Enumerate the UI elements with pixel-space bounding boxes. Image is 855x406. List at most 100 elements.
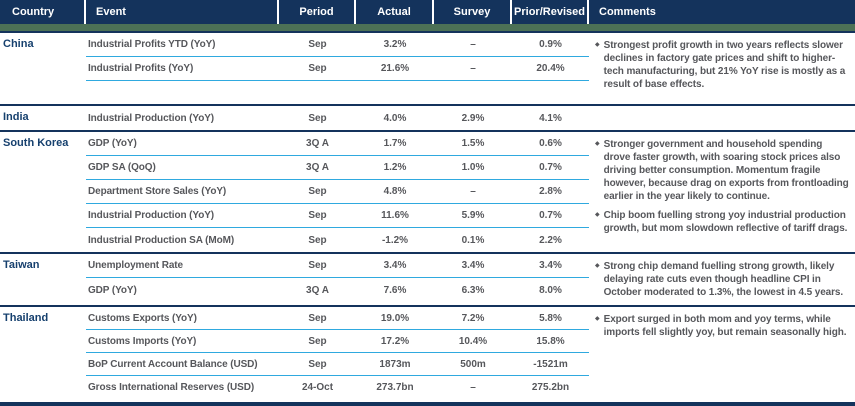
period-cell: Sep xyxy=(308,234,327,246)
comment-text: Strongest profit growth in two years ref… xyxy=(603,40,846,90)
period-cell: 3Q A xyxy=(306,138,329,149)
header-survey: Survey xyxy=(434,0,512,24)
actual-cell: -1.2% xyxy=(381,234,409,246)
period-cell: Sep xyxy=(308,63,327,74)
comment-item: ◆ Export surged in both mom and yoy terms… xyxy=(595,313,851,339)
section-rows: Unemployment Rate Sep 3.4% 3.4% 3.4% GDP (YoY… xyxy=(86,254,589,302)
comments-cell: ◆ Stronger government and household spend… xyxy=(589,132,855,252)
country-label: Taiwan xyxy=(3,259,40,271)
bullet-icon: ◆ xyxy=(595,42,600,48)
comments-cell: ◆ Export surged in both mom and yoy terms… xyxy=(589,307,855,399)
country-label: India xyxy=(3,111,29,123)
survey-cell: – xyxy=(470,39,476,50)
section-rows: GDP (YoY) 3Q A 1.7% 1.5% 0.6% GDP SA (QoQ) 3Q … xyxy=(86,132,589,252)
prior-revised-cell: 8.0% xyxy=(539,284,562,296)
table-row: Industrial Production (YoY) Sep 4.0% 2.9% 4.… xyxy=(86,106,589,130)
event-cell: Unemployment Rate xyxy=(88,260,183,271)
table-row: GDP (YoY) 3Q A 1.7% 1.5% 0.6% xyxy=(86,132,589,156)
section-data-area: China Industrial Profits YTD (YoY) Sep 3.2%… xyxy=(0,33,589,104)
survey-cell: 7.2% xyxy=(461,312,485,324)
prior-revised-cell: 4.1% xyxy=(539,112,562,124)
actual-cell: 11.6% xyxy=(381,210,409,221)
survey-cell: 0.1% xyxy=(461,234,485,246)
actual-cell: 4.8% xyxy=(383,186,407,197)
survey-cell: 500m xyxy=(460,358,486,370)
event-cell: Customs Imports (YoY) xyxy=(88,335,197,347)
actual-cell: 7.6% xyxy=(383,284,407,296)
country-section: South Korea GDP (YoY) 3Q A 1.7% 1.5% 0.6% GDP … xyxy=(0,130,855,252)
comment-text: Export surged in both mom and yoy terms,… xyxy=(603,314,847,338)
survey-cell: 2.9% xyxy=(461,112,485,124)
event-cell: GDP (YoY) xyxy=(88,138,137,149)
event-cell: BoP Current Account Balance (USD) xyxy=(88,358,258,370)
survey-cell: 5.9% xyxy=(461,210,485,221)
comment-item: ◆ Chip boom fuelling strong yoy industria… xyxy=(595,209,851,235)
table-row: BoP Current Account Balance (USD) Sep 1873… xyxy=(86,353,589,376)
event-cell: Industrial Production (YoY) xyxy=(88,112,215,124)
comment-item: ◆ Strongest profit growth in two years re… xyxy=(595,39,851,91)
table-row: Industrial Profits YTD (YoY) Sep 3.2% – 0.9% xyxy=(86,33,589,57)
period-cell: Sep xyxy=(308,335,327,347)
prior-revised-cell: 0.6% xyxy=(539,138,562,149)
survey-cell: – xyxy=(470,63,476,74)
event-cell: GDP SA (QoQ) xyxy=(88,162,156,173)
prior-revised-cell: 0.7% xyxy=(539,210,562,221)
survey-cell: – xyxy=(470,186,476,197)
period-cell: 3Q A xyxy=(306,162,329,173)
prior-revised-cell: 3.4% xyxy=(539,260,562,271)
header-period: Period xyxy=(279,0,356,24)
section-data-area: South Korea GDP (YoY) 3Q A 1.7% 1.5% 0.6% GDP … xyxy=(0,132,589,252)
event-cell: GDP (YoY) xyxy=(88,284,137,296)
period-cell: Sep xyxy=(308,358,327,370)
table-row: Industrial Profits (YoY) Sep 21.6% – 20.4% xyxy=(86,57,589,81)
comment-text: Strong chip demand fuelling strong growt… xyxy=(603,261,844,298)
table-row: Department Store Sales (YoY) Sep 4.8% – 2.8% xyxy=(86,180,589,204)
prior-revised-cell: 20.4% xyxy=(536,63,565,74)
section-rows: Industrial Profits YTD (YoY) Sep 3.2% – 0.9%… xyxy=(86,33,589,104)
prior-revised-cell: -1521m xyxy=(533,358,568,370)
prior-revised-cell: 2.2% xyxy=(539,234,562,246)
actual-cell: 4.0% xyxy=(383,112,407,124)
event-cell: Department Store Sales (YoY) xyxy=(88,186,227,197)
country-label: South Korea xyxy=(3,137,69,149)
country-label: China xyxy=(3,38,34,50)
period-cell: Sep xyxy=(308,312,327,324)
table-row: Industrial Production SA (MoM) Sep -1.2% 0.… xyxy=(86,228,589,252)
period-cell: 24-Oct xyxy=(301,382,334,393)
actual-cell: 3.2% xyxy=(383,39,407,50)
actual-cell: 1.2% xyxy=(383,162,407,173)
event-cell: Customs Exports (YoY) xyxy=(88,312,197,324)
table-row: Customs Imports (YoY) Sep 17.2% 10.4% 15.8% xyxy=(86,330,589,353)
header-comments: Comments xyxy=(599,6,656,18)
header-event: Event xyxy=(86,0,279,24)
section-data-area: Taiwan Unemployment Rate Sep 3.4% 3.4% 3.4% GD… xyxy=(0,254,589,305)
actual-cell: 17.2% xyxy=(380,335,410,347)
header-prior-revised: Prior/Revised xyxy=(512,0,589,24)
comment-text: Stronger government and household spendi… xyxy=(603,139,849,202)
prior-revised-cell: 5.8% xyxy=(539,312,562,324)
actual-cell: 1.7% xyxy=(383,138,407,149)
period-cell: 3Q A xyxy=(306,284,329,296)
survey-cell: 3.4% xyxy=(461,260,485,271)
period-cell: Sep xyxy=(308,210,327,221)
prior-revised-cell: 15.8% xyxy=(536,335,565,347)
country-section: Taiwan Unemployment Rate Sep 3.4% 3.4% 3.4% GD… xyxy=(0,252,855,305)
bullet-icon: ◆ xyxy=(595,316,600,322)
section-rows: Industrial Production (YoY) Sep 4.0% 2.9% 4.… xyxy=(86,106,589,130)
period-cell: Sep xyxy=(308,260,327,271)
table-row: GDP (YoY) 3Q A 7.6% 6.3% 8.0% xyxy=(86,278,589,302)
actual-cell: 19.0% xyxy=(380,312,410,324)
survey-cell: 6.3% xyxy=(461,284,485,296)
actual-cell: 21.6% xyxy=(380,63,410,74)
prior-revised-cell: 275.2bn xyxy=(531,382,570,393)
country-section: India Industrial Production (YoY) Sep 4.0% 2… xyxy=(0,104,855,130)
event-cell: Industrial Production (YoY) xyxy=(88,210,215,221)
table-row: GDP SA (QoQ) 3Q A 1.2% 1.0% 0.7% xyxy=(86,156,589,180)
header-underline-strip xyxy=(0,24,855,31)
survey-cell: 1.5% xyxy=(461,138,485,149)
event-cell: Industrial Production SA (MoM) xyxy=(88,234,235,246)
bullet-icon: ◆ xyxy=(595,141,600,147)
header-country: Country xyxy=(0,0,86,24)
comments-cell xyxy=(589,106,855,130)
